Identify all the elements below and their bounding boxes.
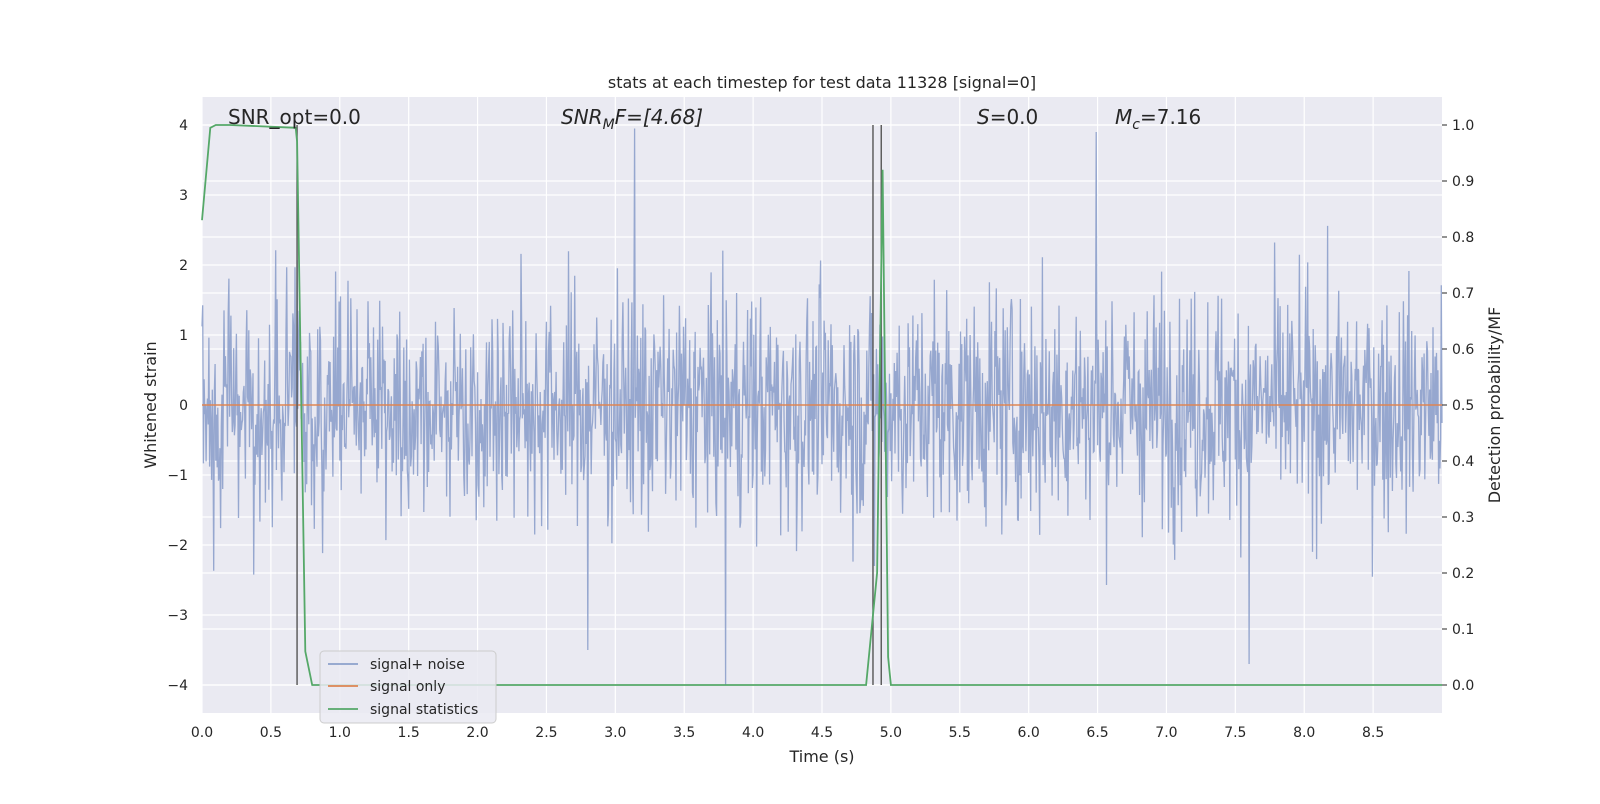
y-tick-label-right: 0.2 xyxy=(1452,566,1474,582)
annotation-snr-mf: SNRMF=[4.68] xyxy=(561,105,703,133)
y-tick-label-left: 1 xyxy=(179,328,188,344)
x-tick-label: 6.0 xyxy=(1018,725,1040,741)
y-tick-label-left: −1 xyxy=(167,468,188,484)
chart-title: stats at each timestep for test data 113… xyxy=(608,73,1036,92)
annotation-s: S=0.0 xyxy=(977,105,1038,129)
y-tick-label-left: 3 xyxy=(179,188,188,204)
y-tick-label-right: 0.6 xyxy=(1452,342,1474,358)
y-tick-label-left: −3 xyxy=(167,608,188,624)
y-tick-label-left: 2 xyxy=(179,258,188,274)
y-tick-label-right: 0.9 xyxy=(1452,174,1474,190)
y-tick-label-left: 0 xyxy=(179,398,188,414)
x-tick-label: 1.0 xyxy=(329,725,351,741)
x-ticks: 0.0 0.5 1.0 1.5 2.0 2.5 3.0 3.5 4.0 4.5 5.0 5.5 6.0 6… xyxy=(191,725,1384,741)
x-tick-label: 4.5 xyxy=(811,725,833,741)
legend-label-signal: signal only xyxy=(370,679,445,695)
x-tick-label: 7.5 xyxy=(1224,725,1246,741)
y-tick-label-right: 0.4 xyxy=(1452,454,1474,470)
y-axis-label-left: Whitened strain xyxy=(141,341,160,468)
y-tick-label-right: 0.7 xyxy=(1452,286,1474,302)
noise-trace xyxy=(201,128,1443,686)
x-tick-label: 7.0 xyxy=(1155,725,1177,741)
y-tick-label-right: 0.0 xyxy=(1452,678,1474,694)
y-tick-label-left: −4 xyxy=(167,678,188,694)
x-tick-label: 1.5 xyxy=(398,725,420,741)
y-tick-label-right: 0.1 xyxy=(1452,622,1474,638)
y-ticks-left: 4 3 2 1 0 −1 −2 −3 −4 xyxy=(167,118,188,694)
y-tick-label-right: 0.8 xyxy=(1452,230,1474,246)
x-tick-label: 2.0 xyxy=(466,725,488,741)
signal-statistics-series xyxy=(201,124,1442,686)
y-tick-label-right: 0.3 xyxy=(1452,510,1474,526)
x-tick-label: 2.5 xyxy=(535,725,557,741)
legend-box xyxy=(319,650,497,724)
x-tick-label: 3.0 xyxy=(604,725,626,741)
signal-plus-noise-series xyxy=(201,128,1443,686)
x-tick-label: 4.0 xyxy=(742,725,764,741)
y-tick-label-right: 1.0 xyxy=(1452,118,1474,134)
x-tick-label: 0.5 xyxy=(260,725,282,741)
annotation-mc: Mc=7.16 xyxy=(1115,105,1201,133)
x-tick-label: 6.5 xyxy=(1086,725,1108,741)
x-tick-label: 8.0 xyxy=(1293,725,1315,741)
annotation-snr-opt: SNR_opt=0.0 xyxy=(228,105,361,129)
y-tick-label-right: 0.5 xyxy=(1452,398,1474,414)
legend-label-noise: signal+ noise xyxy=(370,657,465,673)
y-tick-label-left: 4 xyxy=(179,118,188,134)
y-axis-label-right: Detection probability/MF xyxy=(1485,307,1504,504)
y-tick-label-left: −2 xyxy=(167,538,188,554)
x-tick-label: 5.0 xyxy=(880,725,902,741)
legend: signal+ noise signal only signal statist… xyxy=(319,650,497,724)
x-tick-label: 8.5 xyxy=(1362,725,1384,741)
x-tick-label: 3.5 xyxy=(673,725,695,741)
x-axis-label: Time (s) xyxy=(788,747,854,766)
y-ticks-right: 1.0 0.9 0.8 0.7 0.6 0.5 0.4 0.3 0.2 0.1 0.0 xyxy=(1442,118,1474,694)
x-tick-label: 5.5 xyxy=(949,725,971,741)
x-tick-label: 0.0 xyxy=(191,725,213,741)
legend-label-stats: signal statistics xyxy=(370,702,478,718)
